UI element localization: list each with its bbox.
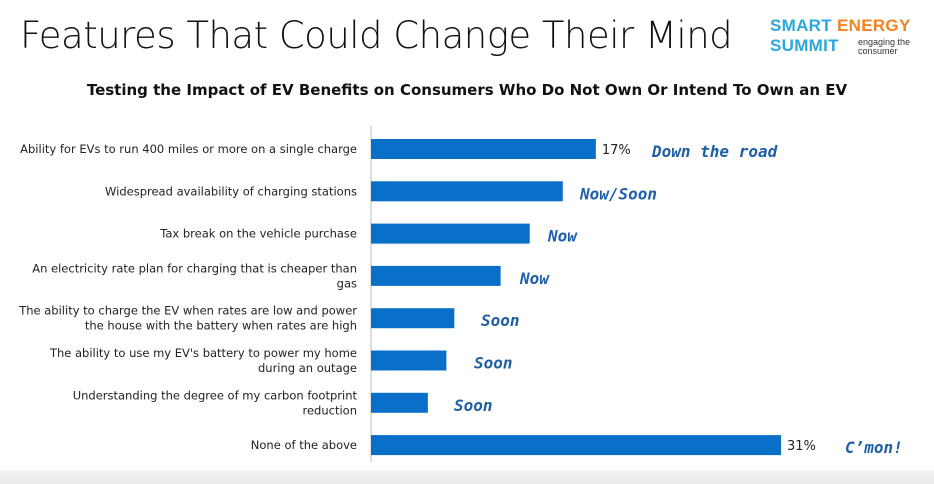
logo-word-summit: SUMMIT [770, 36, 839, 55]
category-label-7: Understanding the degree of my carbon fo… [73, 388, 358, 417]
bar-2 [371, 181, 563, 202]
annotation-6: Soon [474, 354, 513, 373]
annotation-1: Down the road [651, 142, 778, 161]
category-label-line: the house with the battery when rates ar… [85, 319, 357, 333]
category-label-line: Ability for EVs to run 400 miles or more… [20, 142, 357, 156]
bar-8 [371, 435, 781, 456]
category-label-8: None of the above [251, 438, 357, 452]
data-label-1: 17% [602, 143, 631, 158]
logo-tagline: engaging the consumer [858, 37, 911, 56]
bottom-strip [0, 470, 934, 484]
data-label-8: 31% [787, 439, 816, 454]
category-label-line: gas [337, 276, 357, 290]
bar-3 [371, 223, 530, 244]
category-label-line: during an outage [258, 361, 357, 375]
page-title: Features That Could Change Their Mind [20, 14, 733, 57]
annotation-5: Soon [481, 311, 520, 330]
annotation-7: Soon [454, 396, 493, 415]
logo-line-1: SMART ENERGY [770, 16, 911, 36]
chart-title: Testing the Impact of EV Benefits on Con… [86, 81, 848, 99]
category-label-2: Widespread availability of charging stat… [105, 184, 357, 198]
logo-word-energy: ENERGY [836, 16, 911, 35]
category-label-line: Tax break on the vehicle purchase [159, 227, 357, 241]
bar-4 [371, 265, 501, 286]
annotation-8: C’mon! [845, 438, 903, 457]
category-label-line: None of the above [251, 438, 357, 452]
category-label-6: The ability to use my EV's battery to po… [49, 346, 357, 375]
category-label-line: The ability to charge the EV when rates … [18, 304, 357, 318]
bar-5 [371, 308, 455, 329]
category-label-1: Ability for EVs to run 400 miles or more… [20, 142, 357, 156]
bar-7 [371, 392, 428, 413]
category-label-line: Widespread availability of charging stat… [105, 184, 357, 198]
category-label-3: Tax break on the vehicle purchase [159, 227, 357, 241]
bar-1 [371, 139, 596, 159]
annotation-2: Now/Soon [579, 184, 657, 203]
smart-energy-summit-logo: SMART ENERGY SUMMIT engaging the consume… [770, 16, 930, 62]
category-label-line: The ability to use my EV's battery to po… [49, 346, 357, 360]
annotation-4: Now [519, 269, 550, 288]
annotation-3: Now [547, 227, 578, 246]
logo-word-smart: SMART [770, 16, 832, 35]
bar-6 [371, 350, 447, 371]
category-label-line: Understanding the degree of my carbon fo… [73, 388, 358, 402]
category-label-5: The ability to charge the EV when rates … [18, 304, 357, 333]
category-label-line: reduction [303, 403, 358, 417]
category-label-line: An electricity rate plan for charging th… [32, 261, 357, 275]
category-label-4: An electricity rate plan for charging th… [32, 261, 357, 290]
